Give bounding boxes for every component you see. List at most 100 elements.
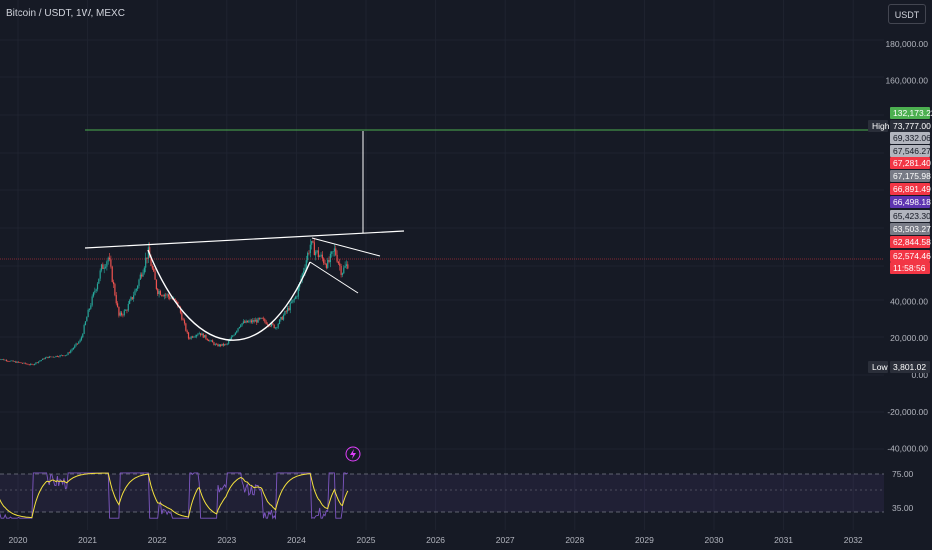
candle-body <box>90 305 92 309</box>
price-tag-box <box>890 145 930 157</box>
neckline[interactable] <box>84 230 405 249</box>
candle-body <box>286 308 289 312</box>
price-tag-value: 3,801.02 <box>893 362 926 372</box>
candle-body <box>345 264 348 266</box>
price-tag-box <box>890 120 930 132</box>
price-tag-box <box>890 107 930 119</box>
candle-body <box>112 281 115 285</box>
price-tag-box <box>890 170 930 182</box>
candle-body <box>86 317 88 322</box>
rsi-band <box>0 474 884 512</box>
y-tick-label: 0.00 <box>911 370 928 380</box>
candle-body <box>182 319 184 321</box>
candle-body <box>341 273 344 275</box>
candle-body <box>185 323 187 331</box>
candle-body <box>72 347 75 350</box>
candle-body <box>273 324 275 329</box>
candle-body <box>146 257 148 259</box>
candle-body <box>104 266 107 268</box>
candle-body <box>162 295 164 297</box>
price-tag-box <box>890 361 930 373</box>
x-tick-label: 2027 <box>496 535 515 545</box>
price-tag: 62,844.58 <box>890 236 931 248</box>
price-tag-value: 11:58:56 <box>893 263 926 273</box>
candle-body <box>194 336 196 338</box>
candle-body <box>210 340 212 342</box>
rsi-ma-line <box>0 472 349 519</box>
candle-body <box>116 303 119 307</box>
candle-body <box>335 248 337 255</box>
candle-body <box>260 317 262 319</box>
candle-body <box>79 339 81 342</box>
price-tag-value: 66,498.18 <box>893 197 931 207</box>
candle-body <box>56 355 58 357</box>
candle-body <box>130 297 132 301</box>
candle-body <box>179 307 182 313</box>
candle-body <box>315 251 317 256</box>
candle-body <box>111 266 113 282</box>
candle-body <box>138 279 140 286</box>
candle-body <box>226 343 228 345</box>
price-tag: 11:58:56 <box>890 262 930 274</box>
price-axis[interactable]: 180,000.00 160,000.00 40,000.00 20,000.00 0.… <box>885 39 928 454</box>
candle-body <box>1 359 4 360</box>
candle-body <box>52 356 54 358</box>
candle-body <box>35 362 37 364</box>
candle-body <box>39 360 41 362</box>
candle-body <box>80 337 83 340</box>
flash-icon[interactable] <box>345 446 361 462</box>
handle-channel-bottom[interactable] <box>309 261 359 294</box>
candle-body <box>92 292 95 297</box>
candle-body <box>331 251 333 254</box>
candle-body <box>119 312 121 316</box>
candle-body <box>24 362 26 364</box>
candle-body <box>21 363 24 364</box>
candle-body <box>40 359 42 361</box>
candle-body <box>308 252 310 254</box>
candle-body <box>159 291 162 296</box>
candle-body <box>27 364 29 365</box>
time-axis[interactable]: 2020 2021 2022 2023 2024 2025 2026 2027 2028 2029… <box>9 535 863 545</box>
candle-body <box>293 298 295 300</box>
price-tag-box <box>890 236 930 248</box>
candle-body <box>272 323 274 325</box>
candle-body <box>44 357 46 360</box>
drawings <box>0 129 884 341</box>
candle-body <box>51 356 53 358</box>
candle-body <box>129 300 131 304</box>
candle-body <box>319 256 321 257</box>
handle-channel-top[interactable] <box>311 237 381 257</box>
x-tick-label: 2020 <box>9 535 28 545</box>
candle-body <box>344 265 346 268</box>
x-tick-label: 2022 <box>148 535 167 545</box>
candle-body <box>174 298 176 301</box>
candle-body <box>50 356 52 358</box>
price-tag-box <box>890 183 930 195</box>
candle-body <box>150 257 152 266</box>
candle-body <box>54 356 56 358</box>
candle-body <box>75 343 77 346</box>
candle-body <box>66 354 68 356</box>
candle-body <box>230 336 232 340</box>
y-tick-label: 40,000.00 <box>890 296 928 306</box>
candle-body <box>167 294 170 297</box>
currency-button[interactable]: USDT <box>888 4 926 24</box>
price-tag-box <box>890 262 930 274</box>
candle-body <box>84 321 87 326</box>
candle-body <box>33 363 36 365</box>
price-tag: 132,173.22 <box>890 107 932 119</box>
candle-body <box>186 330 188 333</box>
candle-body <box>316 250 318 252</box>
candle-body <box>205 335 207 339</box>
candle-body <box>7 360 9 362</box>
candle-body <box>303 271 305 274</box>
candle-body <box>74 345 76 348</box>
price-tag-label: High <box>872 121 890 131</box>
candle-body <box>284 311 286 316</box>
cup-curve[interactable] <box>147 249 311 341</box>
candle-body <box>154 271 156 280</box>
candle-body <box>170 297 172 299</box>
